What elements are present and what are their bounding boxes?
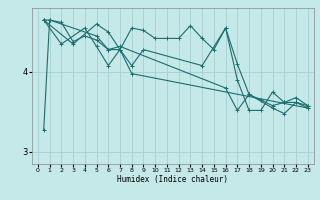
X-axis label: Humidex (Indice chaleur): Humidex (Indice chaleur) (117, 175, 228, 184)
